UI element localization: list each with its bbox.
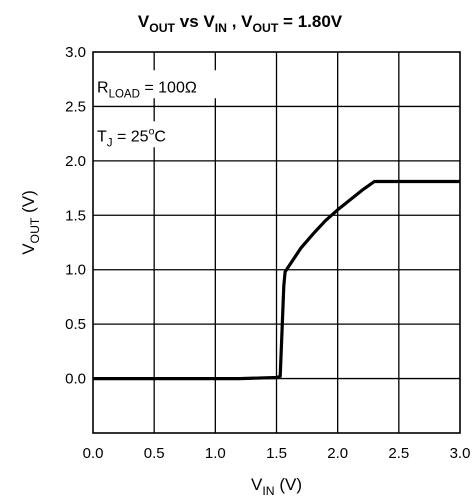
text-layer: 0.0 0.5 1.0 1.5 2.0 2.5 3.0 0.0 0.5 1.0 1.5 2.0 2.5 3…	[19, 12, 470, 498]
curve-layer	[93, 179, 460, 381]
x-tick-label: 3.0	[450, 445, 471, 462]
annotation-rload: RLOAD = 100Ω	[97, 79, 197, 100]
y-tick-label: 2.0	[65, 153, 86, 170]
y-tick-label: 3.0	[65, 44, 86, 61]
x-tick-label: 1.5	[266, 445, 287, 462]
plot-frame	[92, 51, 461, 434]
y-tick-label: 1.5	[65, 207, 86, 224]
y-tick-label: 0.5	[65, 316, 86, 333]
x-axis-label: VIN (V)	[251, 475, 302, 498]
chart-title: VOUT vs VIN , VOUT = 1.80V	[138, 12, 343, 35]
y-tick-label: 1.0	[65, 262, 86, 279]
series-line-0	[93, 179, 460, 381]
x-tick-label: 1.0	[205, 445, 226, 462]
y-axis-label: VOUT (V)	[19, 190, 42, 255]
annotation-bg-0	[94, 70, 228, 99]
x-tick-label: 2.0	[327, 445, 348, 462]
x-tick-label: 0.5	[144, 445, 165, 462]
x-tick-label: 0.0	[83, 445, 104, 462]
y-tick-label: 0.0	[65, 371, 86, 388]
x-tick-label: 2.5	[388, 445, 409, 462]
y-tick-label: 2.5	[65, 98, 86, 115]
annotation-bg-1	[94, 121, 202, 148]
annotation-tj: TJ = 25oC	[97, 126, 166, 149]
